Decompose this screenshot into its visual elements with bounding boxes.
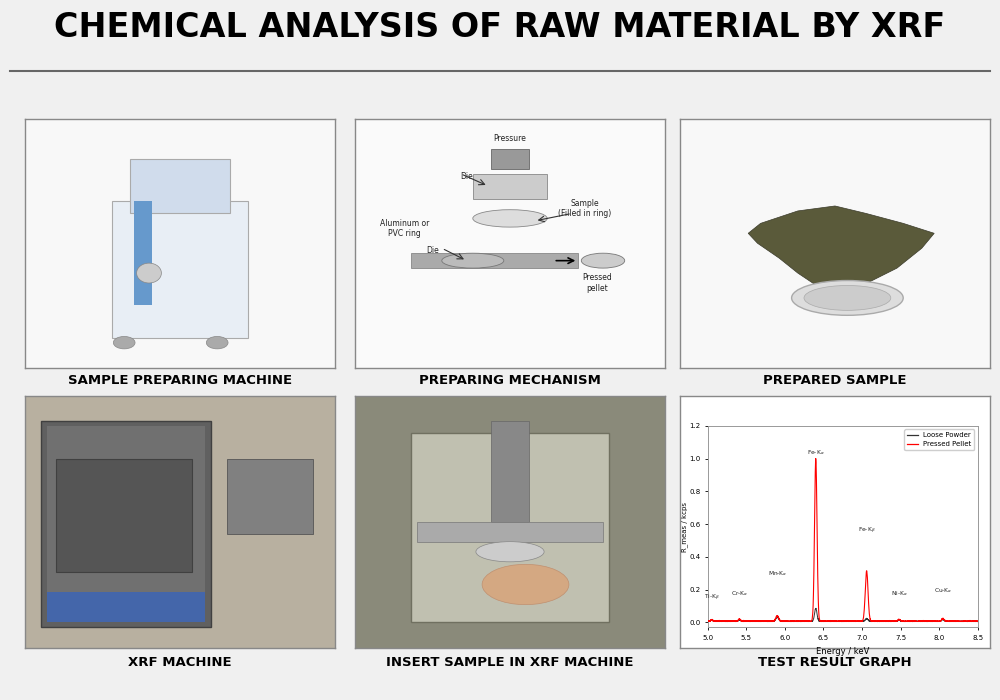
Bar bbox=[411, 433, 609, 622]
Bar bbox=[491, 149, 529, 169]
Text: Aluminum or
PVC ring: Aluminum or PVC ring bbox=[380, 218, 429, 238]
Bar bbox=[47, 426, 205, 622]
Text: Pressure: Pressure bbox=[494, 134, 526, 144]
Ellipse shape bbox=[482, 564, 569, 605]
Bar bbox=[411, 253, 578, 268]
Bar bbox=[47, 592, 205, 622]
Ellipse shape bbox=[792, 281, 903, 315]
Bar bbox=[491, 421, 529, 522]
Text: Sample
(Filled in ring): Sample (Filled in ring) bbox=[558, 199, 611, 218]
Ellipse shape bbox=[476, 542, 544, 562]
Ellipse shape bbox=[473, 210, 547, 227]
Text: SAMPLE PREPARING MACHINE: SAMPLE PREPARING MACHINE bbox=[68, 374, 292, 388]
Bar bbox=[130, 159, 230, 214]
Text: Die: Die bbox=[426, 246, 439, 256]
Text: PREPARING MECHANISM: PREPARING MECHANISM bbox=[419, 374, 601, 388]
Bar bbox=[56, 458, 192, 572]
Text: XRF MACHINE: XRF MACHINE bbox=[128, 656, 232, 669]
Bar bbox=[417, 522, 603, 542]
Polygon shape bbox=[748, 206, 934, 298]
Ellipse shape bbox=[113, 337, 135, 349]
Bar bbox=[134, 201, 152, 305]
Bar bbox=[226, 458, 313, 534]
Text: Pressed
pellet: Pressed pellet bbox=[582, 273, 612, 293]
Ellipse shape bbox=[137, 263, 161, 283]
Ellipse shape bbox=[442, 253, 504, 268]
Ellipse shape bbox=[581, 253, 625, 268]
Ellipse shape bbox=[206, 337, 228, 349]
Bar bbox=[40, 421, 211, 627]
Bar bbox=[112, 201, 248, 337]
Text: INSERT SAMPLE IN XRF MACHINE: INSERT SAMPLE IN XRF MACHINE bbox=[386, 656, 634, 669]
Ellipse shape bbox=[804, 286, 891, 310]
Text: PREPARED SAMPLE: PREPARED SAMPLE bbox=[763, 374, 907, 388]
Text: CHEMICAL ANALYSIS OF RAW MATERIAL BY XRF: CHEMICAL ANALYSIS OF RAW MATERIAL BY XRF bbox=[54, 11, 946, 44]
Text: TEST RESULT GRAPH: TEST RESULT GRAPH bbox=[758, 656, 912, 669]
Text: Die: Die bbox=[460, 172, 473, 181]
Bar bbox=[473, 174, 547, 199]
